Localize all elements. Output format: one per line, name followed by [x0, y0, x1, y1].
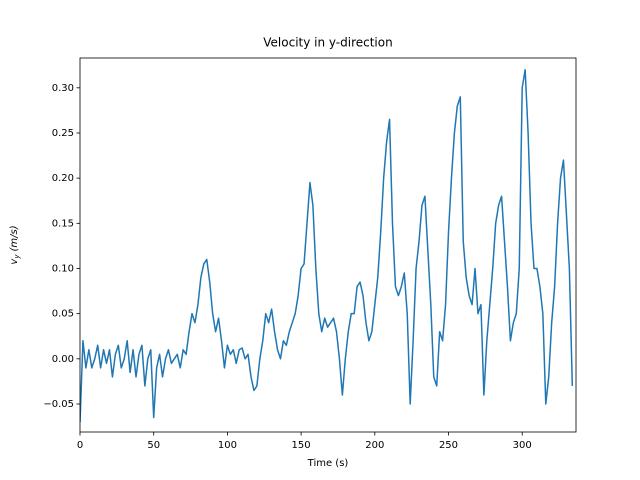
x-tick-label: 300 — [513, 440, 532, 451]
data-line — [80, 68, 574, 423]
x-axis-label: Time (s) — [307, 458, 349, 469]
plot-frame — [79, 57, 577, 433]
y-label-sub: y — [13, 254, 21, 260]
x-tick-label: 250 — [439, 440, 458, 451]
chart-title: Velocity in y-direction — [263, 36, 392, 50]
x-tick-label: 200 — [365, 440, 384, 451]
y-label-var: v — [9, 258, 20, 265]
y-tick-label: 0.20 — [52, 173, 74, 184]
x-tick-label: 150 — [292, 440, 311, 451]
x-tick-label: 100 — [218, 440, 237, 451]
x-tick-label: 50 — [147, 440, 160, 451]
y-tick-label: −0.05 — [43, 399, 74, 410]
y-tick-label: 0.05 — [52, 309, 74, 320]
y-tick-label: 0.30 — [52, 83, 74, 94]
y-tick-label: 0.00 — [52, 354, 74, 365]
y-tick-label: 0.15 — [52, 218, 74, 229]
y-label-unit: (m/s) — [9, 225, 20, 251]
y-axis-label: vy (m/s) — [9, 225, 21, 264]
y-tick-label: 0.25 — [52, 128, 74, 139]
x-tick-label: 0 — [77, 440, 83, 451]
y-tick-label: 0.10 — [52, 263, 74, 274]
